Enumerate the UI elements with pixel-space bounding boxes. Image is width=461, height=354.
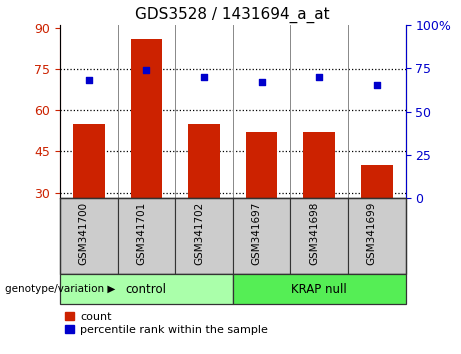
Bar bbox=[175, 198, 233, 274]
Bar bbox=[188, 124, 220, 198]
Bar bbox=[246, 132, 278, 198]
Bar bbox=[233, 198, 290, 274]
Text: KRAP null: KRAP null bbox=[291, 283, 347, 296]
Text: GSM341702: GSM341702 bbox=[194, 202, 204, 265]
Bar bbox=[348, 198, 406, 274]
Text: control: control bbox=[126, 283, 167, 296]
Text: GSM341701: GSM341701 bbox=[136, 202, 146, 265]
Point bbox=[200, 74, 207, 80]
Legend: count, percentile rank within the sample: count, percentile rank within the sample bbox=[65, 312, 268, 335]
Bar bbox=[361, 165, 393, 198]
Text: GSM341699: GSM341699 bbox=[367, 202, 377, 266]
Bar bbox=[130, 39, 162, 198]
Bar bbox=[118, 198, 175, 274]
Point bbox=[85, 78, 92, 83]
Point bbox=[258, 79, 266, 85]
Bar bbox=[60, 198, 118, 274]
Text: GSM341698: GSM341698 bbox=[309, 202, 319, 266]
Text: GSM341697: GSM341697 bbox=[252, 202, 262, 266]
Point bbox=[373, 82, 381, 88]
Text: genotype/variation ▶: genotype/variation ▶ bbox=[5, 284, 115, 295]
Point bbox=[142, 67, 150, 73]
Bar bbox=[60, 274, 233, 304]
Point bbox=[315, 74, 323, 80]
Bar bbox=[73, 124, 105, 198]
Bar bbox=[303, 132, 335, 198]
Bar bbox=[290, 198, 348, 274]
Text: GSM341700: GSM341700 bbox=[79, 202, 89, 265]
Title: GDS3528 / 1431694_a_at: GDS3528 / 1431694_a_at bbox=[136, 7, 330, 23]
Bar bbox=[233, 274, 406, 304]
